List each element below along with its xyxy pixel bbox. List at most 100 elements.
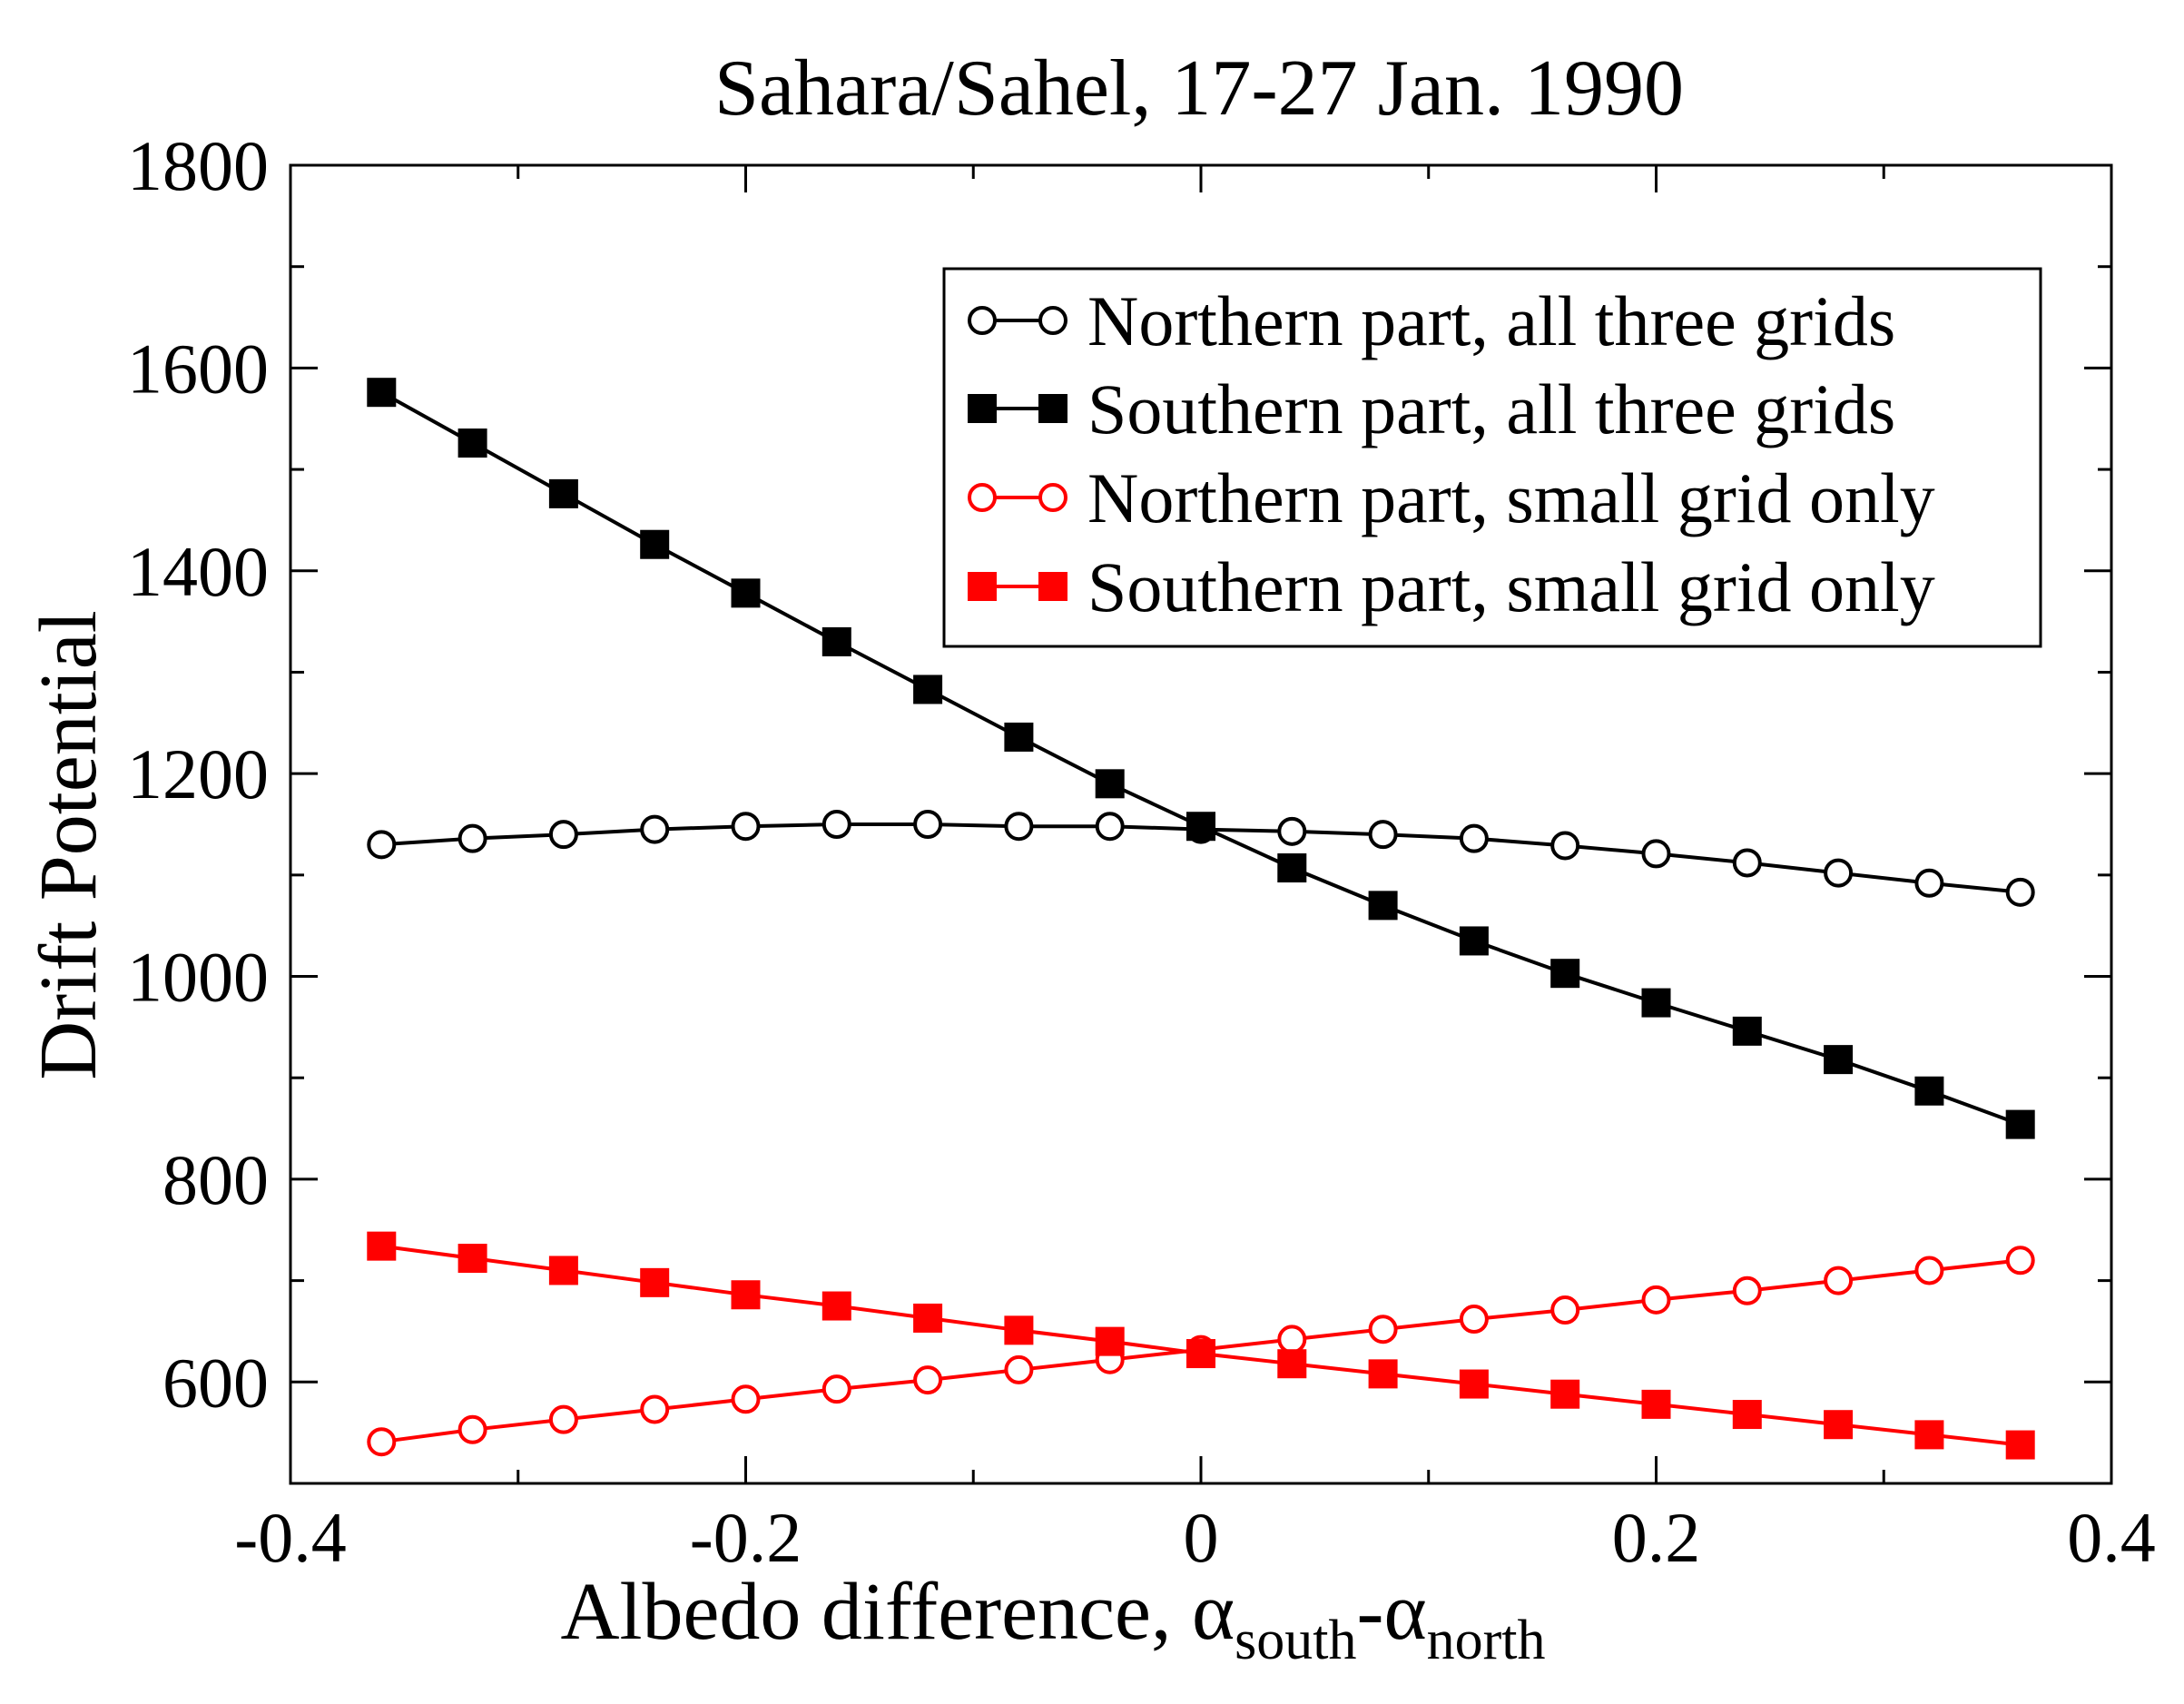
data-point: [1459, 823, 1489, 853]
data-point: [2005, 1246, 2035, 1276]
data-point: [548, 820, 578, 850]
legend-marker: [1038, 483, 1067, 512]
data-point: [640, 529, 670, 559]
data-point: [367, 830, 397, 860]
data-point: [913, 1365, 943, 1395]
data-point: [1095, 1326, 1125, 1356]
data-point: [731, 578, 761, 608]
data-point: [731, 812, 761, 842]
data-point: [2005, 1430, 2035, 1460]
y-tick-label: 800: [162, 1140, 269, 1219]
data-point: [1368, 1315, 1398, 1344]
y-tick-label: 1400: [127, 532, 269, 611]
data-series: [367, 378, 2035, 1460]
data-point: [1095, 769, 1125, 799]
data-point: [1459, 926, 1489, 956]
data-point: [548, 478, 578, 508]
legend-marker: [1038, 394, 1067, 423]
data-point: [1277, 853, 1307, 883]
data-point: [1277, 1325, 1307, 1354]
legend-label: Northern part, all three grids: [1087, 281, 1895, 360]
data-point: [640, 814, 670, 844]
data-point: [731, 1280, 761, 1310]
data-point: [1550, 831, 1580, 861]
data-point: [457, 1244, 487, 1274]
data-point: [548, 1256, 578, 1285]
y-tick-label: 1800: [127, 126, 269, 205]
legend-item: Southern part, small grid only: [968, 547, 1935, 626]
x-tick-labels: -0.4 -0.2 0 0.2 0.4: [234, 1498, 2155, 1577]
data-point: [457, 823, 487, 853]
legend-label: Northern part, small grid only: [1087, 458, 1935, 537]
data-point: [457, 428, 487, 458]
y-axis-label: Drift Potential: [24, 610, 113, 1079]
legend-marker: [968, 394, 997, 423]
x-tick-label: -0.2: [690, 1498, 802, 1577]
data-point: [913, 675, 943, 704]
x-axis-label-text: Albedo difference,: [560, 1567, 1192, 1657]
legend-box: [942, 267, 2042, 648]
data-point: [640, 1267, 670, 1297]
legend-item: Northern part, small grid only: [968, 458, 1935, 537]
series-4: [367, 1231, 2035, 1460]
y-tick-label: 1600: [127, 329, 269, 408]
x-axis-label: Albedo difference, αsouth-αnorth: [560, 1567, 1545, 1671]
axes: [289, 163, 2113, 1485]
legend-marker: [1038, 572, 1067, 601]
data-point: [821, 810, 851, 839]
legend-marker: [968, 483, 997, 512]
data-point: [1641, 988, 1671, 1018]
data-point: [1732, 1016, 1762, 1046]
data-point: [1550, 1379, 1580, 1409]
data-point: [1914, 868, 1944, 898]
legend: Northern part, all three grids Southern p…: [942, 267, 2042, 648]
data-point: [1368, 1359, 1398, 1389]
y-tick-label: 600: [162, 1343, 269, 1422]
legend-marker: [968, 306, 997, 335]
x-axis-dash: -: [1357, 1567, 1384, 1657]
data-point: [1095, 812, 1125, 842]
alpha-symbol-south: α: [1192, 1567, 1235, 1657]
data-point: [1186, 1339, 1215, 1369]
data-point: [821, 1374, 851, 1404]
x-tick-label: -0.4: [234, 1498, 346, 1577]
data-point: [1641, 1389, 1671, 1419]
data-point: [731, 1384, 761, 1414]
data-point: [821, 1291, 851, 1321]
data-point: [548, 1404, 578, 1434]
series-2: [367, 378, 2035, 1139]
data-point: [1004, 1315, 1034, 1345]
x-tick-label: 0.2: [1612, 1498, 1701, 1577]
x-tick-label: 0: [1184, 1498, 1219, 1577]
data-point: [1550, 959, 1580, 989]
data-point: [1277, 816, 1307, 846]
legend-marker: [968, 572, 997, 601]
data-point: [913, 1303, 943, 1333]
legend-marker: [1038, 306, 1067, 335]
legend-label: Southern part, all three grids: [1087, 369, 1895, 448]
data-point: [1550, 1295, 1580, 1325]
data-point: [1824, 1045, 1854, 1075]
data-point: [1732, 848, 1762, 878]
data-point: [1368, 891, 1398, 921]
legend-item: Southern part, all three grids: [968, 369, 1895, 448]
data-point: [1459, 1305, 1489, 1335]
data-point: [1732, 1400, 1762, 1430]
data-point: [367, 378, 397, 408]
data-point: [1641, 1285, 1671, 1315]
data-point: [1459, 1369, 1489, 1399]
data-point: [1824, 1410, 1854, 1440]
data-point: [821, 626, 851, 656]
data-point: [367, 1427, 397, 1457]
data-point: [1004, 722, 1034, 752]
alpha-symbol-north: α: [1384, 1567, 1427, 1657]
data-point: [1277, 1349, 1307, 1379]
legend-label: Southern part, small grid only: [1087, 547, 1935, 626]
data-point: [1641, 839, 1671, 869]
x-axis-subscript-south: south: [1235, 1610, 1356, 1671]
x-tick-label: 0.4: [2067, 1498, 2156, 1577]
data-point: [913, 810, 943, 839]
y-tick-label: 1000: [127, 938, 269, 1017]
data-point: [1914, 1076, 1944, 1106]
